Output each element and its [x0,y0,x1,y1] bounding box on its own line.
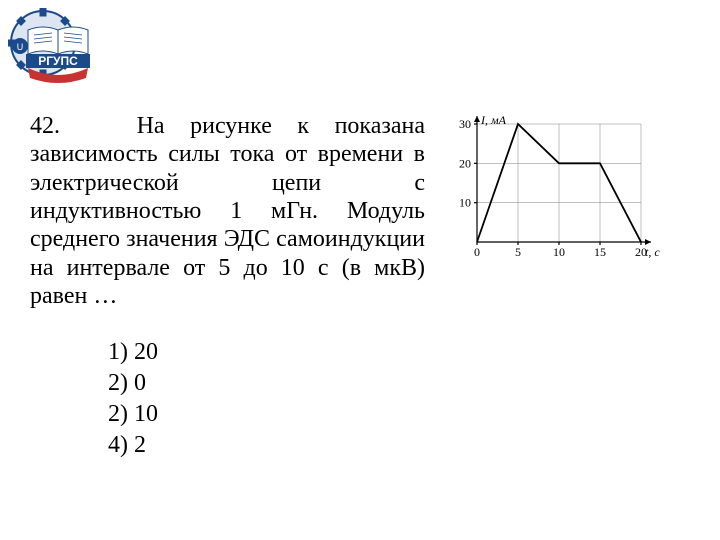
answer-list: 1) 202) 02) 104) 2 [108,338,690,459]
svg-text:15: 15 [594,245,606,259]
svg-text:t, с: t, с [645,245,660,259]
answer-option: 1) 20 [108,338,690,367]
current-time-chart: 05101520102030I, мАt, с [441,112,661,262]
svg-text:10: 10 [459,196,471,210]
svg-text:0: 0 [474,245,480,259]
svg-text:10: 10 [553,245,565,259]
svg-text:I, мА: I, мА [480,113,507,127]
svg-text:U: U [17,42,24,52]
problem-body: На рисунке к показана зависимость силы т… [30,113,425,309]
problem-number: 42. [30,113,60,139]
answer-option: 4) 2 [108,431,690,460]
answer-option: 2) 10 [108,400,690,429]
institution-logo: РГУПС U [8,8,108,88]
logo-text: РГУПС [38,54,78,68]
svg-text:5: 5 [515,245,521,259]
problem-statement: 42. На рисунке к показана зависимость си… [30,112,425,310]
svg-text:30: 30 [459,117,471,131]
answer-option: 2) 0 [108,369,690,398]
svg-text:20: 20 [459,156,471,170]
